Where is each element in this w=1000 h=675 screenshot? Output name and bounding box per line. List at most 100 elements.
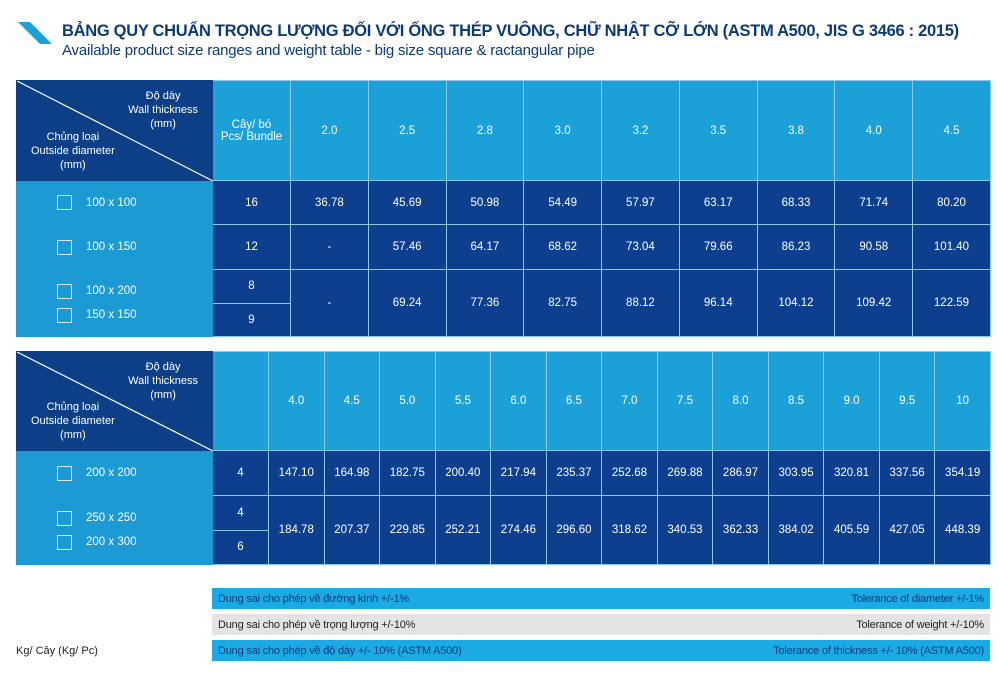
bundle-cell: 4 bbox=[212, 450, 269, 496]
weight-cell: 217.94 bbox=[490, 450, 547, 496]
thickness-header: 3.2 bbox=[601, 80, 680, 181]
thickness-unit: (mm) bbox=[150, 118, 176, 130]
weight-cell: 104.12 bbox=[756, 269, 836, 337]
size-cell: 100 x 200 150 x 150 bbox=[16, 269, 213, 337]
page-title: BẢNG QUY CHUẨN TRỌNG LƯỢNG ĐỐI VỚI ỐNG T… bbox=[62, 22, 959, 40]
tolerance-en: Tolerance of thickness +/- 10% (ASTM A50… bbox=[773, 644, 984, 657]
tolerance-thickness: Dung sai cho phép về độ dày +/- 10% (AST… bbox=[212, 640, 990, 661]
thickness-header: 2.5 bbox=[367, 80, 447, 181]
weight-cell: 354.19 bbox=[934, 450, 991, 496]
page-subtitle: Available product size ranges and weight… bbox=[62, 42, 595, 59]
weight-cell: 57.97 bbox=[601, 180, 680, 225]
bundle-cell: 8 bbox=[212, 269, 291, 304]
thickness-header: 4.5 bbox=[912, 80, 991, 181]
table-row: 100 x 150 12-57.46 64.17 68.62 73.04 79.66 86.… bbox=[16, 224, 991, 270]
thickness-label: Độ dày bbox=[145, 361, 181, 373]
thickness-unit: (mm) bbox=[150, 389, 176, 401]
type-label: Chủng loại bbox=[46, 401, 100, 413]
size-label: 250 x 250 bbox=[86, 512, 137, 524]
weight-cell: 182.75 bbox=[379, 450, 436, 496]
bundle-header bbox=[212, 351, 269, 451]
tolerance-diameter: Dung sai cho phép về đường kính +/-1% Tol… bbox=[212, 588, 990, 609]
type-label-en: Outside diameter bbox=[31, 145, 115, 157]
weight-cell: 64.17 bbox=[445, 224, 525, 270]
weight-cell: 274.46 bbox=[490, 495, 547, 565]
weight-cell: 109.42 bbox=[834, 269, 914, 337]
thickness-header: 2.8 bbox=[445, 80, 525, 181]
type-unit: (mm) bbox=[60, 159, 86, 171]
type-label: Chủng loại bbox=[46, 131, 100, 143]
thickness-header: 10 bbox=[934, 351, 991, 451]
weight-cell: 296.60 bbox=[545, 495, 603, 565]
table-row: 6 bbox=[17, 529, 991, 565]
weight-cell: 362.33 bbox=[712, 495, 769, 565]
thickness-header: 5.0 bbox=[379, 351, 436, 451]
weight-cell: 252.68 bbox=[601, 450, 658, 496]
weight-cell: 82.75 bbox=[523, 269, 603, 337]
weight-cell: 147.10 bbox=[268, 450, 325, 496]
size-label: 200 x 200 bbox=[86, 467, 137, 479]
weight-cell: 69.24 bbox=[367, 269, 447, 337]
thickness-label: Độ dày bbox=[145, 90, 181, 102]
weight-cell: 88.12 bbox=[601, 269, 680, 337]
square-pipe-icon bbox=[57, 534, 72, 550]
size-cell: 200 x 200 bbox=[16, 450, 213, 496]
bundle-cell: 6 bbox=[212, 529, 269, 565]
weight-cell: 73.04 bbox=[601, 224, 680, 270]
weight-cell: 235.37 bbox=[545, 450, 603, 496]
thickness-header: 3.0 bbox=[523, 80, 603, 181]
square-pipe-icon bbox=[57, 283, 72, 299]
weight-cell: 164.98 bbox=[323, 450, 381, 496]
weight-cell: 318.62 bbox=[601, 495, 658, 565]
weight-cell: 36.78 bbox=[290, 180, 369, 225]
thickness-header: 6.0 bbox=[490, 351, 547, 451]
thickness-header: 9.0 bbox=[823, 351, 880, 451]
weight-cell: 384.02 bbox=[767, 495, 825, 565]
bundle-cell: 4 bbox=[212, 495, 269, 531]
size-label: 150 x 150 bbox=[86, 309, 137, 321]
tolerance-en: Tolerance of weight +/-10% bbox=[856, 618, 984, 631]
weight-cell: - bbox=[290, 224, 369, 270]
weight-cell: 86.23 bbox=[756, 224, 836, 270]
weight-cell: 68.62 bbox=[523, 224, 603, 270]
size-label: 100 x 150 bbox=[86, 241, 137, 253]
weight-cell: 122.59 bbox=[912, 269, 991, 337]
table-row: 100 x 200 150 x 150 8-69.24 77.36 82.75 88.12… bbox=[16, 269, 991, 337]
type-label-en: Outside diameter bbox=[31, 415, 115, 427]
weight-cell: 448.39 bbox=[934, 495, 991, 565]
table-row: 9 bbox=[17, 302, 991, 337]
logo-icon bbox=[18, 22, 52, 44]
tolerance-vi: Dung sai cho phép về đường kính +/-1% bbox=[218, 592, 409, 605]
thickness-header: 5.5 bbox=[434, 351, 492, 451]
weight-cell: - bbox=[290, 269, 369, 337]
thickness-header: 6.5 bbox=[545, 351, 603, 451]
square-pipe-icon bbox=[57, 510, 72, 526]
weight-cell: 229.85 bbox=[379, 495, 436, 565]
weight-cell: 96.14 bbox=[678, 269, 758, 337]
thickness-label-en: Wall thickness bbox=[128, 104, 198, 116]
thickness-header: 9.5 bbox=[878, 351, 936, 451]
size-label: 100 x 200 bbox=[86, 285, 137, 297]
weight-cell: 405.59 bbox=[823, 495, 880, 565]
weight-cell: 63.17 bbox=[678, 180, 758, 225]
type-unit: (mm) bbox=[60, 429, 86, 441]
square-pipe-icon bbox=[57, 465, 72, 481]
unit-note: Kg/ Cây (Kg/ Pc) bbox=[16, 645, 98, 657]
tolerance-weight: Dung sai cho phép về trọng lượng +/-10% T… bbox=[212, 614, 990, 635]
weight-cell: 57.46 bbox=[367, 224, 447, 270]
weight-cell: 427.05 bbox=[878, 495, 936, 565]
size-cell: 100 x 100 bbox=[16, 180, 213, 225]
corner-header: Độ dày Wall thickness (mm) Chủng loại Outsid… bbox=[16, 80, 213, 181]
thickness-header: 3.8 bbox=[756, 80, 836, 181]
weight-cell: 101.40 bbox=[912, 224, 991, 270]
table-row: 200 x 200 4 147.10 164.98 182.75 200.40 217.94… bbox=[16, 450, 991, 496]
weight-cell: 184.78 bbox=[268, 495, 325, 565]
thickness-header: 4.0 bbox=[268, 351, 325, 451]
bundle-cell: 12 bbox=[212, 224, 291, 270]
weight-table-large: Độ dày Wall thickness (mm) Chủng loại Outsid… bbox=[16, 351, 991, 565]
tolerance-vi: Dung sai cho phép về độ dày +/- 10% (AST… bbox=[218, 644, 462, 657]
weight-cell: 320.81 bbox=[823, 450, 880, 496]
thickness-header: 3.5 bbox=[678, 80, 758, 181]
weight-table-small: Độ dày Wall thickness (mm) Chủng loại Outsid… bbox=[16, 80, 991, 337]
weight-cell: 54.49 bbox=[523, 180, 603, 225]
